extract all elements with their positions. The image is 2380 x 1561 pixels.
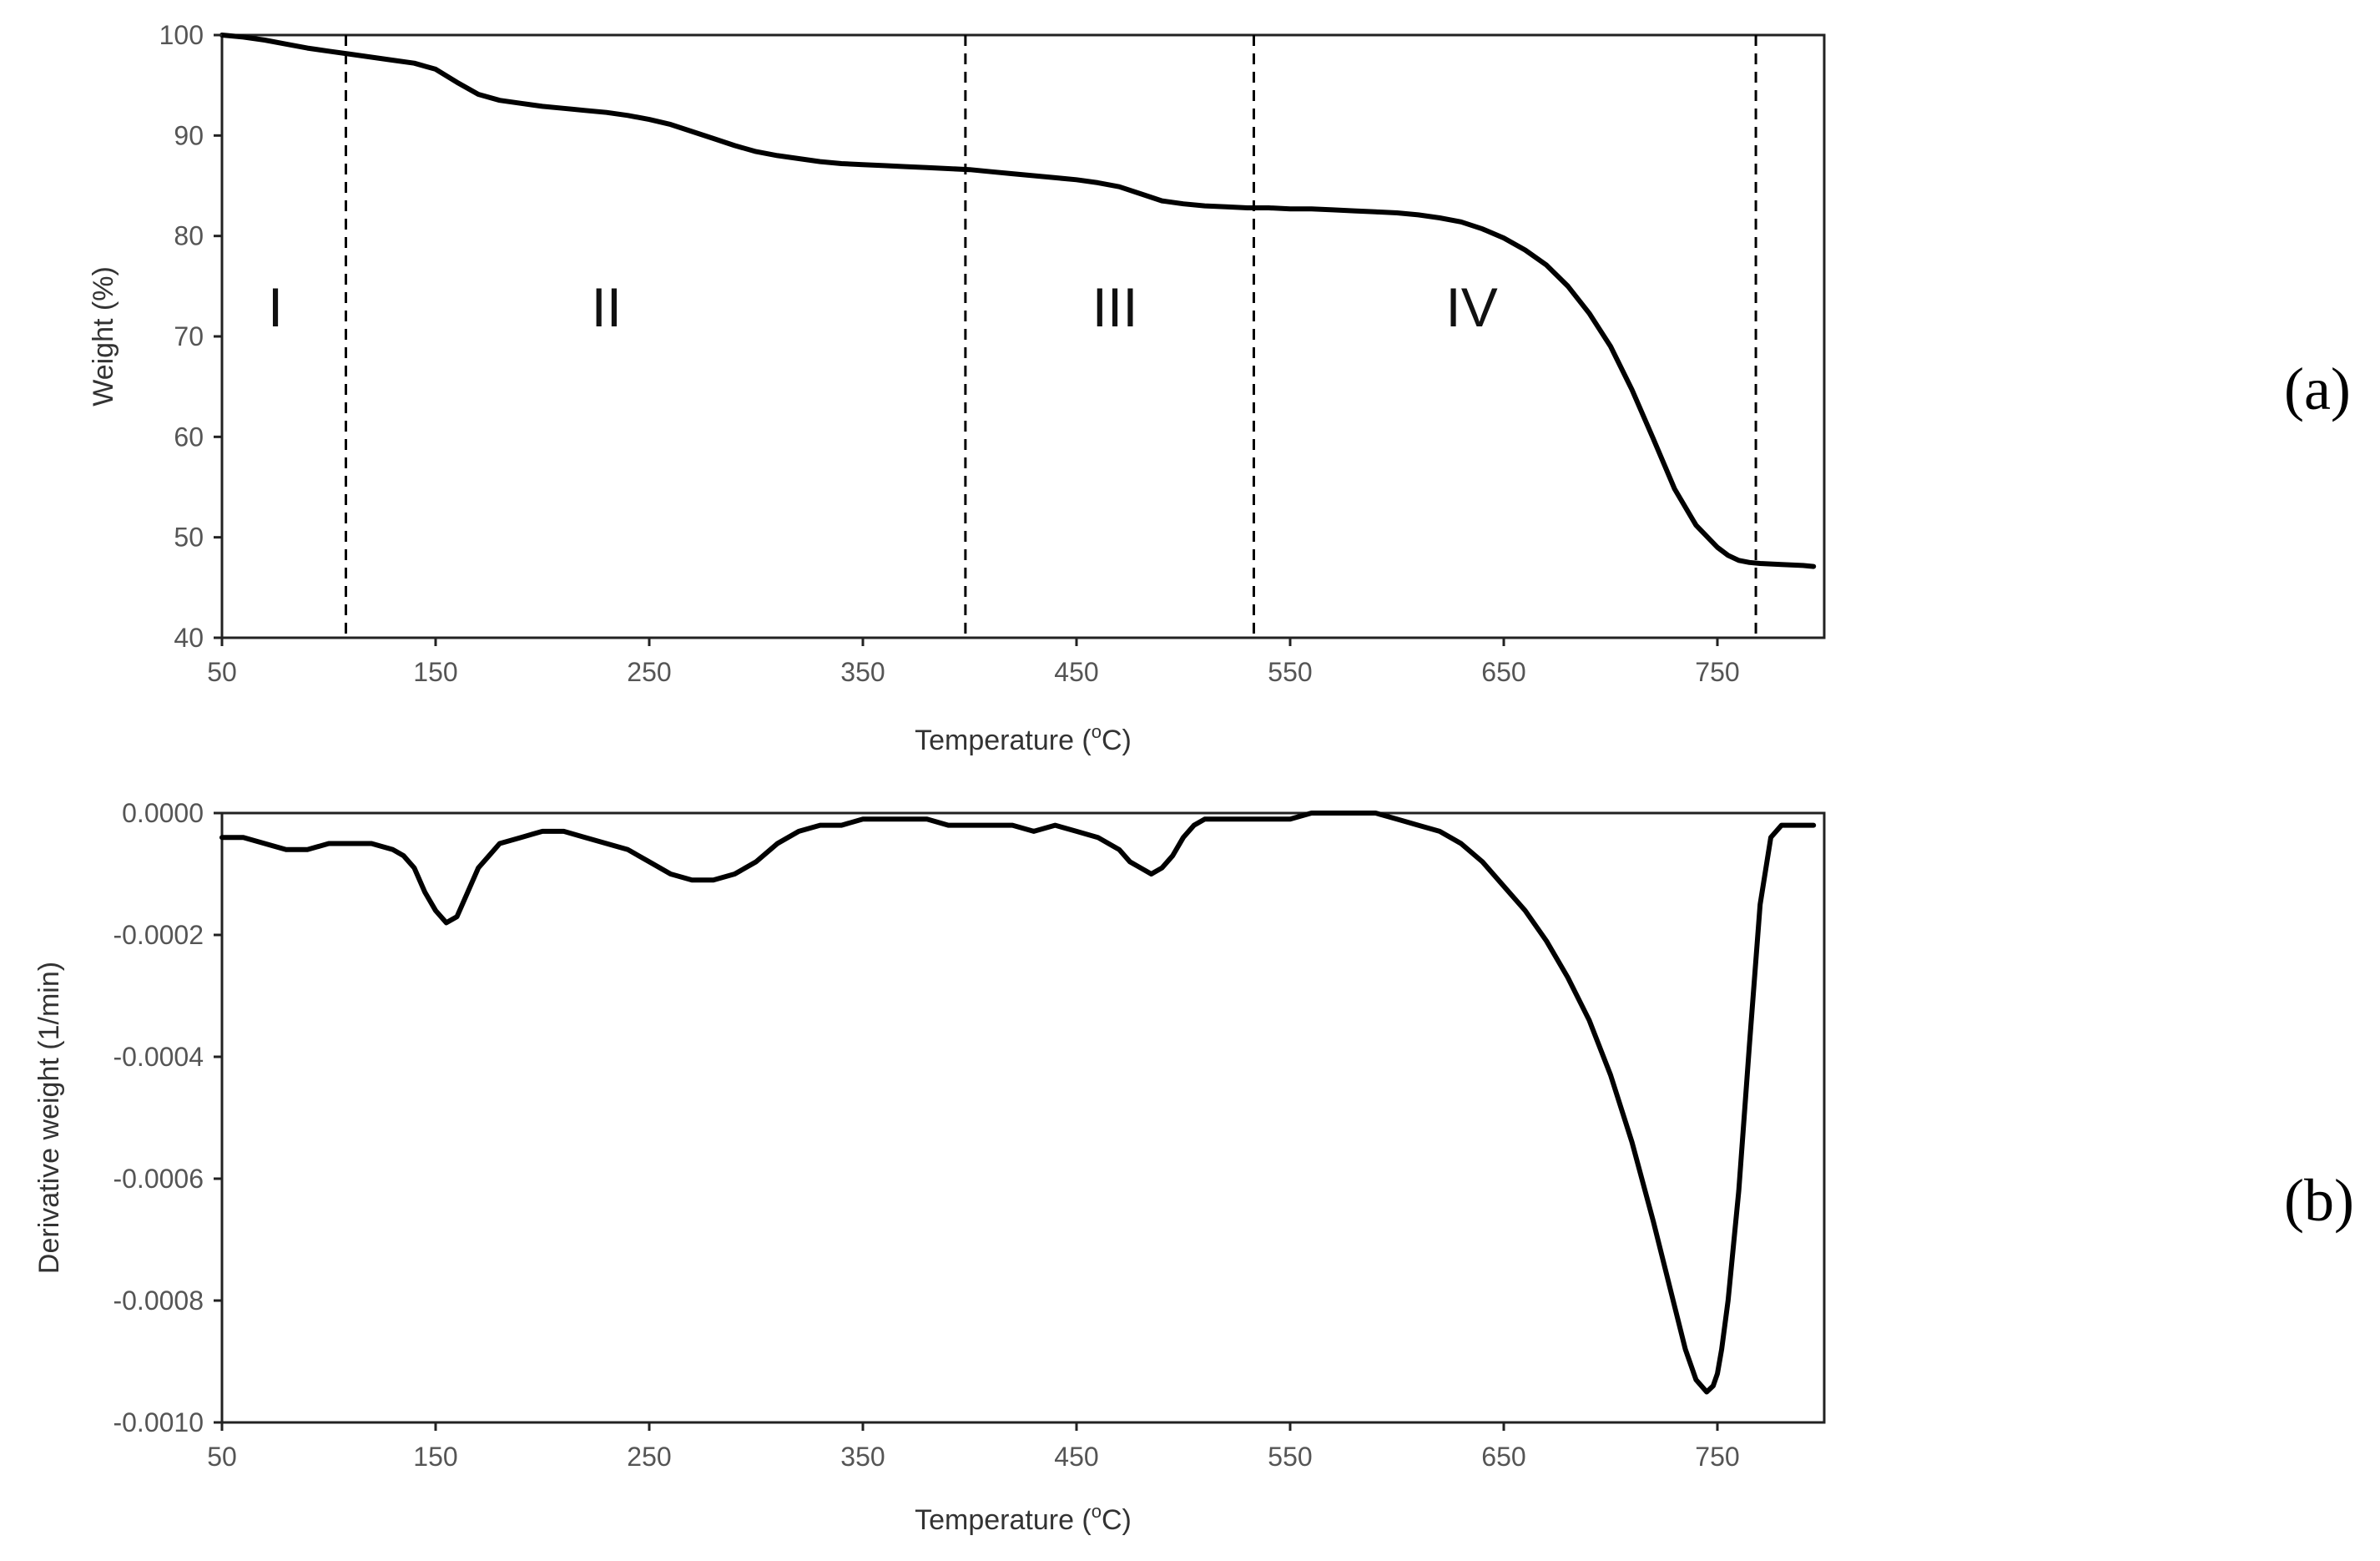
y-tick-label: 0.0000: [122, 798, 204, 828]
y-tick-label: 90: [174, 120, 204, 150]
stage-region-labels: I II III IV: [268, 276, 1498, 338]
derivative-plot-frame: [220, 811, 1826, 1424]
x-tick-label: 250: [627, 1442, 671, 1472]
y-tick-label: 70: [174, 321, 204, 351]
stage-label: III: [1092, 276, 1138, 338]
derivative-chart-panel: 50 150 250 350 450 550 650 750 -0.0010-0.0008-0…: [33, 798, 2354, 1536]
y-tick-label: -0.0004: [113, 1042, 204, 1072]
x-tick-label: 750: [1695, 1442, 1739, 1472]
x-tick-label: 50: [207, 1442, 237, 1472]
weight-y-axis-title: Weight (%): [88, 266, 119, 407]
x-tick-label: 450: [1054, 1442, 1098, 1472]
derivative-y-axis-title: Derivative weight (1/min): [33, 962, 65, 1274]
x-tick-label: 50: [207, 657, 237, 687]
x-tick-label: 450: [1054, 657, 1098, 687]
stage-label: II: [591, 276, 622, 338]
weight-chart-panel: I II III IV 50 150 250 350 450 550 650 750 4050607…: [88, 20, 2351, 756]
stage-boundary-lines: [344, 35, 1757, 638]
x-tick-label: 150: [413, 657, 457, 687]
stage-label: IV: [1445, 276, 1497, 338]
y-tick-label: 60: [174, 422, 204, 452]
x-tick-label: 650: [1481, 1442, 1525, 1472]
y-tick-label: -0.0002: [113, 920, 204, 950]
x-tick-label: 550: [1268, 1442, 1312, 1472]
derivative-curve: [219, 811, 1817, 1395]
x-tick-label: 150: [413, 1442, 457, 1472]
derivative-x-axis-ticks: 50 150 250 350 450 550 650 750: [207, 1422, 1740, 1472]
weight-x-axis-ticks: 50 150 250 350 450 550 650 750: [207, 638, 1740, 687]
y-tick-label: 50: [174, 523, 204, 553]
panel-label-a: (a): [2284, 356, 2351, 422]
weight-y-axis-ticks: 40 50 60 70 80 90 100: [159, 20, 222, 653]
y-tick-label: -0.0008: [113, 1286, 204, 1316]
stage-label: I: [268, 276, 283, 338]
x-tick-label: 650: [1481, 657, 1525, 687]
x-tick-label: 350: [840, 1442, 885, 1472]
y-tick-label: 100: [159, 20, 204, 50]
derivative-x-axis-title: Temperature (oC): [915, 1501, 1132, 1536]
derivative-y-axis-ticks: -0.0010 -0.0008 -0.0006 -0.0004 -0.0002 0.000…: [113, 798, 222, 1437]
y-tick-label: 40: [174, 623, 204, 653]
x-tick-label: 550: [1268, 657, 1312, 687]
x-tick-label: 750: [1695, 657, 1739, 687]
weight-x-axis-title: Temperature (oC): [915, 721, 1132, 756]
y-tick-label: 80: [174, 221, 204, 251]
weight-plot-frame: [220, 33, 1826, 639]
x-tick-label: 350: [840, 657, 885, 687]
y-tick-label: -0.0010: [113, 1407, 204, 1437]
weight-curve: [219, 33, 1817, 569]
x-tick-label: 250: [627, 657, 671, 687]
panel-label-b: (b): [2284, 1167, 2354, 1234]
y-tick-label: -0.0006: [113, 1164, 204, 1194]
